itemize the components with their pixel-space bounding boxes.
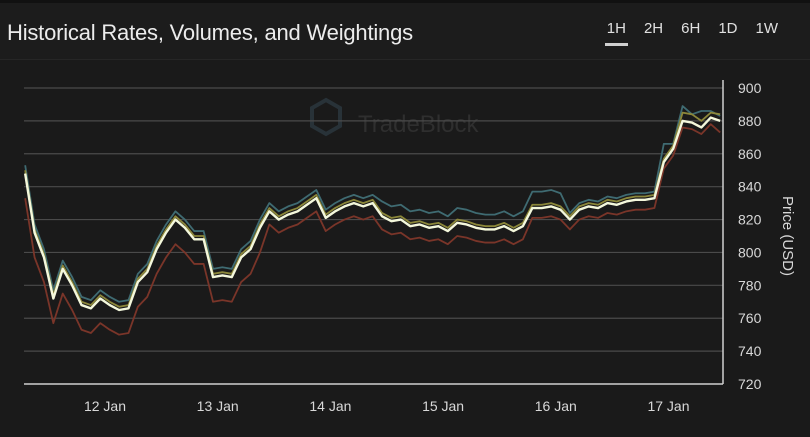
y-tick-label: 780 [738,277,762,293]
y-axis-title: Price (USD) [779,196,796,276]
x-tick-label: 15 Jan [422,398,464,414]
tab-2h[interactable]: 2H [643,20,664,37]
y-tick-label: 820 [738,212,762,228]
tradeblock-logo-icon [310,97,342,137]
x-tick-label: 14 Jan [309,398,351,414]
y-tick-label: 840 [738,179,762,195]
y-tick-label: 880 [738,113,762,129]
y-tick-label: 720 [738,376,762,392]
y-tick-label: 860 [738,146,762,162]
series-line-exchange-red [24,123,721,336]
chart-header: Historical Rates, Volumes, and Weighting… [0,0,810,60]
chart-title: Historical Rates, Volumes, and Weighting… [7,20,413,45]
series-line-weighted-average [23,116,721,312]
watermark-text: TradeBlock [358,111,479,138]
tradeblock-watermark: TradeBlock [310,97,479,138]
y-tick-label: 900 [738,80,762,96]
tab-1w[interactable]: 1W [755,20,779,37]
series-line-exchange-teal [24,105,721,303]
y-tick-label: 740 [738,343,762,359]
x-tick-label: 16 Jan [535,398,577,414]
x-tick-label: 12 Jan [84,398,126,414]
x-tick-label: 13 Jan [197,398,239,414]
x-tick-label: 17 Jan [647,398,689,414]
tab-1d[interactable]: 1D [718,20,738,37]
timeframe-tabs: 1H 2H 6H 1D 1W [604,20,780,46]
y-tick-label: 760 [738,310,762,326]
tab-6h[interactable]: 6H [681,20,701,37]
tab-1h[interactable]: 1H [604,20,628,46]
series-line-exchange-olive [24,111,721,308]
y-tick-label: 800 [738,244,762,260]
